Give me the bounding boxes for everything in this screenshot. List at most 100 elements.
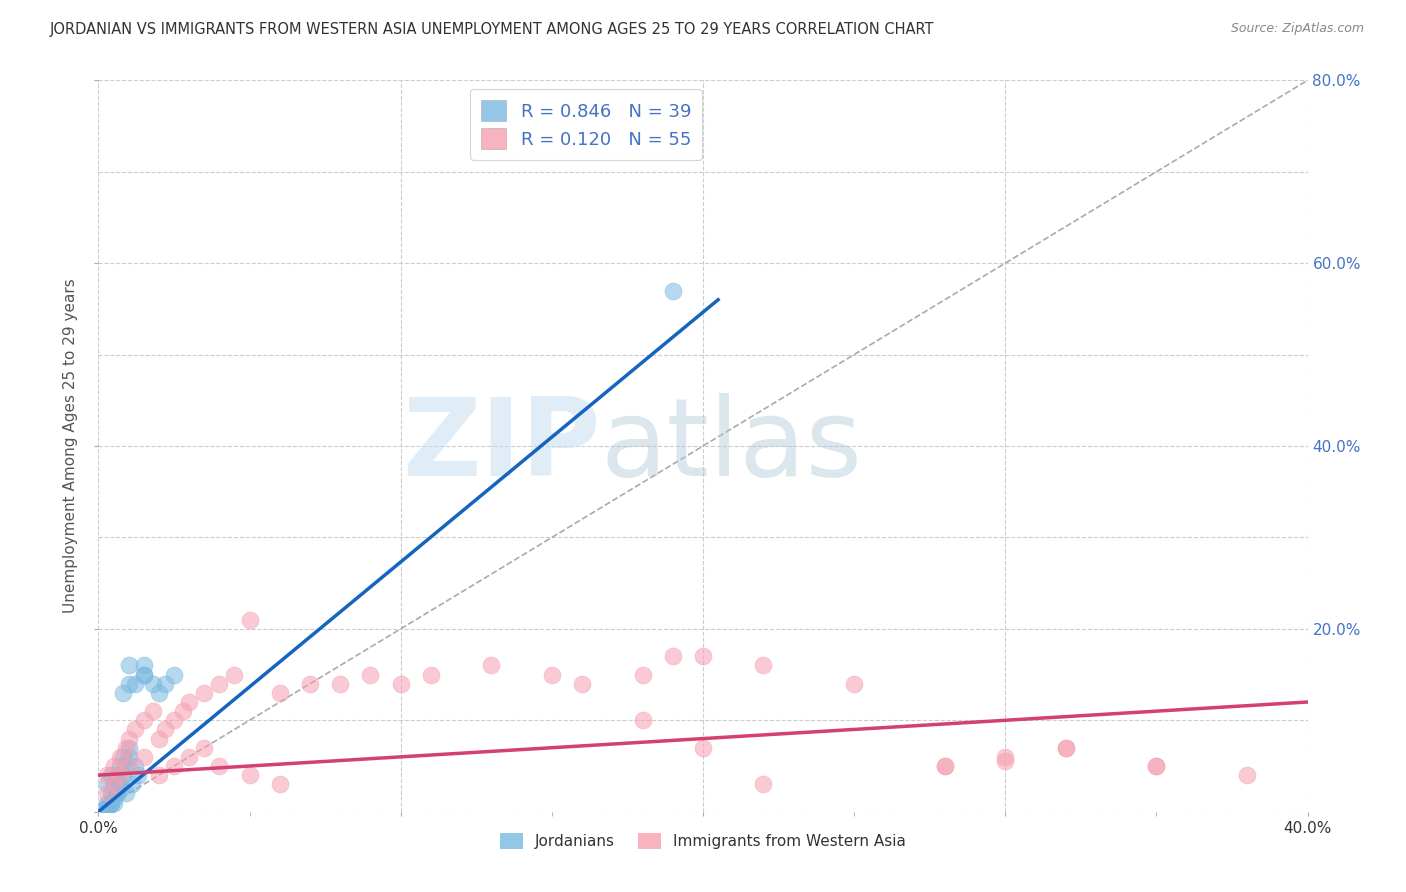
Point: [96, 796, 118, 810]
Point: [148, 768, 170, 782]
Point: [103, 759, 125, 773]
Legend: Jordanians, Immigrants from Western Asia: Jordanians, Immigrants from Western Asia: [494, 827, 912, 855]
Y-axis label: Unemployment Among Ages 25 to 29 years: Unemployment Among Ages 25 to 29 years: [63, 278, 79, 614]
Point: [299, 676, 322, 690]
Point: [96, 800, 118, 814]
Point: [132, 749, 155, 764]
Point: [1144, 759, 1167, 773]
Point: [100, 796, 122, 810]
Point: [148, 731, 170, 746]
Point: [631, 667, 654, 681]
Point: [172, 704, 194, 718]
Point: [132, 667, 155, 681]
Point: [111, 768, 134, 782]
Point: [1054, 740, 1077, 755]
Point: [163, 714, 186, 728]
Text: JORDANIAN VS IMMIGRANTS FROM WESTERN ASIA UNEMPLOYMENT AMONG AGES 25 TO 29 YEARS: JORDANIAN VS IMMIGRANTS FROM WESTERN ASI…: [49, 22, 934, 37]
Point: [132, 667, 155, 681]
Point: [540, 667, 562, 681]
Point: [132, 714, 155, 728]
Point: [127, 768, 149, 782]
Point: [481, 658, 503, 673]
Point: [114, 740, 136, 755]
Point: [224, 667, 246, 681]
Point: [1236, 768, 1258, 782]
Point: [420, 667, 443, 681]
Point: [118, 676, 141, 690]
Point: [153, 676, 176, 690]
Point: [114, 759, 136, 773]
Point: [163, 667, 186, 681]
Point: [118, 658, 141, 673]
Point: [108, 781, 131, 796]
Text: ZIP: ZIP: [402, 393, 600, 499]
Point: [96, 787, 118, 801]
Point: [752, 777, 775, 791]
Point: [114, 787, 136, 801]
Point: [193, 686, 215, 700]
Point: [153, 723, 176, 737]
Point: [360, 667, 382, 681]
Point: [142, 676, 165, 690]
Point: [118, 759, 141, 773]
Point: [124, 723, 146, 737]
Point: [96, 777, 118, 791]
Point: [389, 676, 412, 690]
Point: [329, 676, 352, 690]
Point: [148, 686, 170, 700]
Point: [239, 613, 262, 627]
Point: [631, 714, 654, 728]
Point: [692, 740, 714, 755]
Point: [108, 749, 131, 764]
Point: [132, 658, 155, 673]
Point: [96, 800, 118, 814]
Point: [1144, 759, 1167, 773]
Point: [100, 768, 122, 782]
Point: [108, 759, 131, 773]
Point: [118, 749, 141, 764]
Point: [179, 695, 201, 709]
Point: [571, 676, 593, 690]
Point: [96, 800, 118, 814]
Point: [661, 649, 683, 664]
Text: atlas: atlas: [600, 393, 862, 499]
Point: [111, 686, 134, 700]
Point: [208, 759, 231, 773]
Point: [179, 749, 201, 764]
Point: [105, 768, 128, 782]
Point: [142, 704, 165, 718]
Point: [208, 676, 231, 690]
Point: [934, 759, 956, 773]
Point: [121, 777, 143, 791]
Point: [124, 676, 146, 690]
Point: [105, 787, 128, 801]
Point: [752, 658, 775, 673]
Point: [108, 777, 131, 791]
Point: [103, 777, 125, 791]
Point: [103, 796, 125, 810]
Point: [118, 740, 141, 755]
Point: [100, 797, 122, 812]
Point: [994, 749, 1017, 764]
Text: Source: ZipAtlas.com: Source: ZipAtlas.com: [1230, 22, 1364, 36]
Point: [124, 759, 146, 773]
Point: [934, 759, 956, 773]
Point: [661, 284, 683, 298]
Point: [111, 749, 134, 764]
Point: [193, 740, 215, 755]
Point: [118, 731, 141, 746]
Point: [105, 787, 128, 801]
Point: [239, 768, 262, 782]
Point: [103, 791, 125, 805]
Point: [163, 759, 186, 773]
Point: [269, 686, 291, 700]
Point: [108, 768, 131, 782]
Point: [1054, 740, 1077, 755]
Point: [994, 755, 1017, 769]
Point: [103, 777, 125, 791]
Point: [96, 768, 118, 782]
Point: [100, 787, 122, 801]
Point: [269, 777, 291, 791]
Point: [844, 676, 866, 690]
Point: [692, 649, 714, 664]
